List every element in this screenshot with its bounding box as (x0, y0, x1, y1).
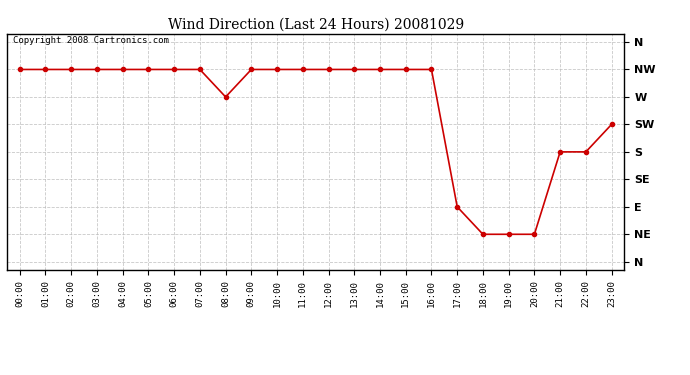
Title: Wind Direction (Last 24 Hours) 20081029: Wind Direction (Last 24 Hours) 20081029 (168, 17, 464, 31)
Text: Copyright 2008 Cartronics.com: Copyright 2008 Cartronics.com (13, 36, 169, 45)
